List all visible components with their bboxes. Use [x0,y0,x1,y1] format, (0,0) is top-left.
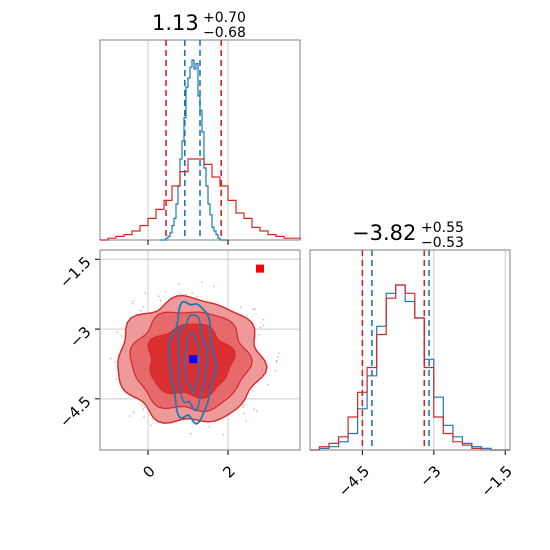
title-1-sub: −0.68 [203,25,246,41]
contour-scatter-point [164,290,167,293]
contour-scatter-point [195,295,198,298]
contour-scatter-point [259,326,262,329]
contour-scatter-point [243,404,245,407]
title-1-main: 1.13 [152,11,199,35]
contour-x-tick-label: 0 [139,462,158,481]
panel-bottom-right [309,249,511,455]
contour-y-tick-label: −3 [66,323,94,351]
contour-scatter-point [120,335,123,337]
contour-scatter-point [252,308,254,311]
contour-scatter-point [266,383,269,386]
contour-scatter-point [141,404,144,406]
contour-scatter-point [116,331,119,333]
hist-bottom-series-1-step [310,284,510,451]
contour-scatter-point [158,295,160,297]
contour-blue-level-outer [168,300,217,425]
contour-scatter-point [159,299,162,302]
panel-bottom-left-content [95,250,300,455]
contour-scatter-point [275,359,278,362]
hist-top-series-1-step [100,158,301,241]
contour-scatter-point [222,433,225,436]
contour-blue-level-mid [177,313,209,412]
contour-scatter-point [212,285,215,288]
panel-top-left [99,39,301,245]
contour-scatter-point [258,333,261,336]
title-2-main: −3.82 [352,221,416,245]
hist-bottom-x-tick-label: −3 [416,462,444,490]
contour-scatter-point [255,410,258,412]
contour-scatter-point [144,292,147,294]
contour-scatter-point [143,406,146,408]
contour-scatter-point [276,356,279,358]
contour-scatter-point [185,293,187,296]
contour-truth-marker-1 [189,355,198,364]
title-parameter-2: −3.82 [352,221,416,245]
panel-bottom-right-content [310,250,510,455]
contour-scatter-point [253,408,255,411]
contour-scatter-point [131,302,134,305]
contour-y-tick-label: −1.5 [56,253,94,291]
contour-scatter-point [246,315,248,318]
hist-top-series-0-step [160,59,228,241]
contour-blue-level-inner [183,332,201,394]
title-1-sup: +0.70 [203,10,246,26]
contour-scatter-point [242,406,244,409]
contour-scatter-point [132,300,135,302]
title-2-sub: −0.53 [421,235,464,251]
contour-scatter-point [113,360,116,363]
contour-scatter-point [254,308,256,310]
panel-top-left-content [100,40,301,245]
title-parameter-1: 1.13 [152,11,199,35]
hist-bottom-series-0-step [310,284,510,451]
contour-truth-marker-0 [256,264,264,273]
contour-scatter-point [243,412,245,415]
contour-scatter-point [142,408,144,410]
panel-bottom-right-frame [309,249,511,451]
contour-scatter-point [140,309,142,312]
contour-scatter-point [275,361,278,363]
contour-x-tick-label: 2 [219,462,238,481]
contour-scatter-point [208,425,211,428]
contour-scatter-point [109,357,112,360]
contour-scatter-point [190,432,192,435]
contour-scatter-point [152,418,154,421]
panel-bottom-left [95,249,301,455]
contour-scatter-point [179,293,182,295]
contour-scatter-point [143,416,145,418]
contour-scatter-point [115,378,118,380]
contour-scatter-point [262,324,265,327]
contour-scatter-point [277,352,280,355]
contour-scatter-point [245,419,248,422]
hist-bottom-x-tick-label: −1.5 [478,462,516,500]
contour-scatter-point [178,283,180,285]
contour-scatter-point [200,281,203,284]
contour-scatter-point [191,292,194,294]
hist-bottom-x-tick-label: −4.5 [335,462,373,500]
contour-scatter-point [150,424,152,427]
contour-scatter-point [239,306,242,309]
panel-bottom-left-frame [99,249,301,451]
contour-scatter-point [132,411,135,413]
contour-scatter-point [262,318,265,321]
contour-y-tick-label: −4.5 [56,393,94,431]
contour-scatter-point [142,305,144,308]
contour-scatter-point [274,370,277,372]
contour-scatter-point [128,415,131,417]
title-2-sup: +0.55 [421,220,464,236]
contour-scatter-point [251,389,254,392]
